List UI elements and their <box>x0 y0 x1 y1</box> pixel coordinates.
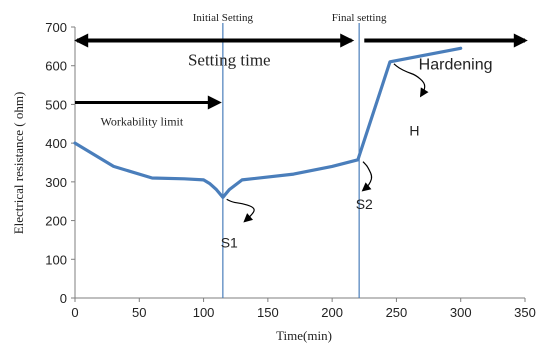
annotation-setting-time: Setting time <box>188 51 271 70</box>
setting-line-label: Final setting <box>332 12 387 24</box>
annotation-h: H <box>409 122 419 138</box>
x-tick-label: 100 <box>193 305 215 320</box>
x-tick-label: 150 <box>257 305 279 320</box>
callout-arrow-h <box>393 63 429 98</box>
annotations: Setting time Hardening Workability limit S1… <box>101 51 493 251</box>
axes <box>71 26 526 302</box>
callouts <box>226 63 429 223</box>
annotation-s1: S1 <box>221 235 238 251</box>
arrows <box>74 33 528 110</box>
tick-labels: 0 50 100 150 200 250 300 350 0 100 200 300 400 500 600… <box>45 20 536 320</box>
callout-arrow-s1 <box>226 198 255 223</box>
y-tick-label: 300 <box>45 175 67 190</box>
x-tick-label: 350 <box>514 305 536 320</box>
x-tick-label: 200 <box>321 305 343 320</box>
annotation-workability-limit: Workability limit <box>101 115 184 129</box>
y-tick-label: 500 <box>45 97 67 112</box>
annotation-hardening: Hardening <box>419 57 493 74</box>
y-tick-label: 600 <box>45 59 67 74</box>
annotation-s2: S2 <box>356 196 373 212</box>
x-tick-label: 50 <box>132 305 146 320</box>
y-tick-label: 0 <box>60 291 67 306</box>
x-tick-label: 250 <box>386 305 408 320</box>
y-axis-label: Electrical resistance ( ohm) <box>11 92 26 235</box>
x-axis-label: Time(min) <box>276 328 332 343</box>
y-tick-label: 400 <box>45 136 67 151</box>
y-tick-label: 100 <box>45 252 67 267</box>
callout-arrow-s2 <box>361 161 373 192</box>
resistance-series-line <box>73 46 463 199</box>
x-tick-label: 0 <box>71 305 78 320</box>
y-tick-label: 200 <box>45 214 67 229</box>
y-tick-label: 700 <box>45 20 67 35</box>
setting-line-label: Initial Setting <box>193 12 254 24</box>
series <box>73 46 463 199</box>
x-tick-label: 300 <box>450 305 472 320</box>
